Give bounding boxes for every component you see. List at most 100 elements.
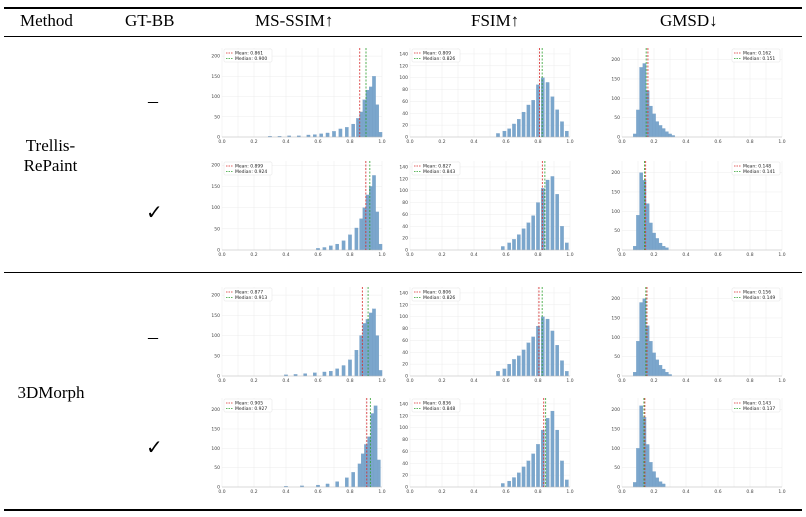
histogram-3dmorph-bb-gmsd: 0 50 100 150 200 0.0 0.2 0.4 0.6 0.8 1.0 Mean: 0.14… [611, 398, 786, 495]
y-tick-label: 60 [402, 212, 408, 218]
histogram-bar [661, 246, 666, 251]
histogram-bar [560, 226, 564, 251]
x-tick-label: 0.6 [314, 378, 321, 384]
legend-box [223, 48, 273, 63]
x-tick-label: 0.2 [250, 252, 257, 258]
histogram-bar [512, 123, 516, 138]
x-tick-label: 0.0 [406, 489, 413, 495]
y-tick-label: 100 [611, 96, 620, 102]
x-tick-label: 0.8 [534, 252, 541, 258]
x-tick-label: 0.6 [314, 489, 321, 495]
histogram-bar [313, 134, 317, 138]
histogram-bar [521, 228, 526, 251]
histogram-bar [517, 119, 521, 138]
histogram-bar [496, 371, 500, 377]
y-tick-label: 100 [211, 446, 220, 452]
header-rule [4, 36, 802, 37]
histogram-bar [642, 63, 647, 138]
x-tick-label: 0.6 [502, 489, 509, 495]
y-tick-label: 50 [614, 465, 620, 471]
histogram-bar [496, 133, 500, 138]
top-rule [4, 7, 802, 9]
gt-bb-mark: – [148, 90, 158, 112]
histogram-bar [658, 242, 663, 251]
histogram-bar [356, 118, 360, 138]
y-tick-label: 50 [614, 115, 620, 121]
histogram-bar [633, 246, 637, 251]
y-tick-label: 140 [399, 290, 408, 296]
y-tick-label: 100 [399, 188, 408, 194]
histogram-bar [665, 131, 669, 138]
histogram-bar [316, 248, 320, 251]
x-tick-label: 0.4 [682, 378, 689, 384]
histogram-bar [645, 325, 650, 377]
histogram-bar [306, 134, 311, 138]
histogram-bar [636, 109, 640, 138]
y-tick-label: 100 [399, 75, 408, 81]
y-tick-label: 0 [217, 374, 220, 380]
x-tick-label: 0.2 [650, 378, 657, 384]
histogram-bar [361, 453, 365, 488]
y-tick-label: 20 [402, 236, 408, 242]
histogram-bar [642, 417, 647, 488]
method-3dmorph: 3DMorph [17, 383, 85, 402]
y-tick-label: 40 [402, 350, 408, 356]
histogram-bar [526, 342, 531, 377]
y-tick-label: 0 [217, 485, 220, 491]
x-tick-label: 0.2 [650, 489, 657, 495]
histogram-bar [526, 104, 531, 138]
x-tick-label: 0.6 [714, 252, 721, 258]
histogram-bar [565, 371, 569, 377]
histogram-bar [665, 247, 669, 251]
x-tick-label: 0.4 [682, 252, 689, 258]
x-tick-label: 0.6 [314, 252, 321, 258]
histogram-bar [369, 86, 373, 138]
histogram-trellis-bb-fsim: 0 20 40 60 80 100 120 140 0.0 0.2 0.4 0.6 0.8 1.0 Mean… [399, 161, 574, 258]
x-tick-label: 0.8 [746, 489, 753, 495]
histogram-bar [359, 335, 363, 377]
x-tick-label: 0.4 [470, 378, 477, 384]
histogram-bar [661, 483, 666, 488]
y-tick-label: 60 [402, 449, 408, 455]
histogram-trellis-nobb-msssim: 0 50 100 150 200 0.0 0.2 0.4 0.6 0.8 1.0 Mean: 0.86… [211, 48, 386, 145]
legend-box [411, 48, 461, 63]
histogram-bar [521, 466, 526, 488]
x-tick-label: 1.0 [378, 378, 385, 384]
histogram-bar [649, 222, 653, 251]
y-tick-label: 60 [402, 338, 408, 344]
legend-median-label: Median: 0.848 [423, 406, 455, 412]
header-method: Method [20, 11, 73, 30]
histogram-bar [541, 316, 545, 377]
histogram-bar [526, 222, 531, 251]
legend-median-label: Median: 0.826 [423, 56, 455, 62]
x-tick-label: 0.6 [502, 252, 509, 258]
x-tick-label: 1.0 [566, 252, 573, 258]
x-tick-label: 0.8 [746, 252, 753, 258]
y-tick-label: 100 [211, 333, 220, 339]
histogram-bar [313, 372, 317, 377]
histogram-bar [639, 302, 643, 377]
histogram-3dmorph-nobb-msssim: 0 50 100 150 200 0.0 0.2 0.4 0.6 0.8 1.0 Mean: 0.87… [211, 287, 386, 384]
histogram-bar [661, 128, 666, 138]
x-tick-label: 0.6 [714, 489, 721, 495]
histogram-bar [354, 350, 359, 377]
x-tick-label: 0.0 [218, 252, 225, 258]
histogram-bar [541, 77, 545, 138]
histogram-bar [345, 127, 349, 138]
histogram-bar [652, 232, 656, 251]
y-tick-label: 0 [617, 485, 620, 491]
histogram-bar [639, 172, 643, 251]
x-tick-label: 1.0 [378, 252, 385, 258]
legend-box [223, 398, 273, 413]
x-tick-label: 0.2 [650, 139, 657, 145]
histogram-bar [652, 471, 656, 488]
legend-mean-label: Mean: 0.809 [423, 51, 451, 57]
histogram-bar [633, 482, 637, 488]
x-tick-label: 1.0 [778, 252, 785, 258]
histogram-bar [354, 227, 359, 251]
x-tick-label: 0.8 [534, 139, 541, 145]
histogram-bar [322, 371, 327, 377]
histogram-bar [560, 121, 564, 138]
legend-box [731, 48, 781, 63]
legend-box [411, 287, 461, 302]
